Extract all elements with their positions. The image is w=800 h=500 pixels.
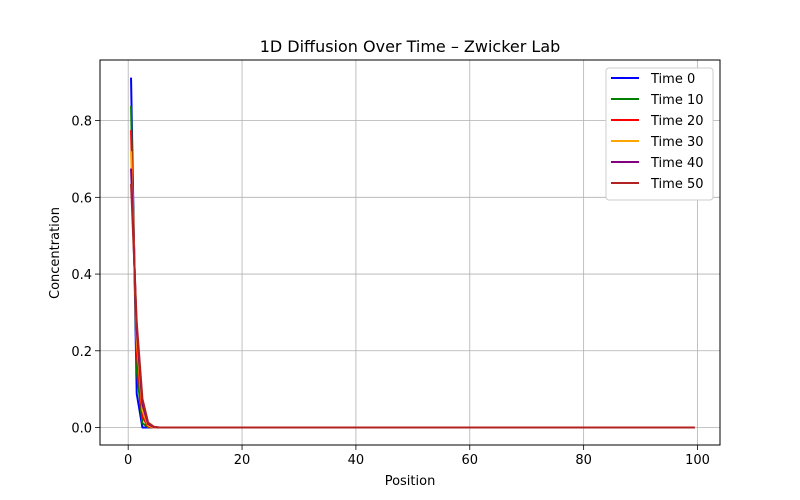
legend-label: Time 0 [650, 72, 695, 87]
y-tick-label: 0.4 [71, 268, 92, 283]
legend: Time 0 Time 10 Time 20 Time 30 Time 40 Time 5… [605, 67, 714, 201]
x-tick-label: 20 [234, 453, 251, 468]
legend-label: Time 30 [650, 135, 704, 150]
legend-label: Time 10 [650, 93, 704, 108]
x-tick-label: 80 [575, 453, 592, 468]
x-axis-label: Position [385, 474, 436, 489]
ticks: 0 20 40 60 80 100 0.0 0.2 0.4 0.6 0.8 [71, 115, 710, 468]
legend-label: Time 20 [650, 114, 704, 129]
x-tick-label: 40 [348, 453, 365, 468]
x-tick-label: 0 [124, 453, 132, 468]
x-tick-label: 100 [685, 453, 710, 468]
y-tick-label: 0.0 [71, 422, 92, 437]
y-tick-label: 0.8 [71, 115, 92, 130]
legend-box [605, 67, 714, 201]
plot-frame [99, 59, 721, 446]
legend-label: Time 40 [650, 156, 704, 171]
y-axis-label: Concentration [48, 207, 63, 299]
y-tick-label: 0.6 [71, 191, 92, 206]
series-lines [130, 77, 695, 429]
legend-label: Time 50 [650, 177, 704, 192]
chart-title: 1D Diffusion Over Time – Zwicker Lab [260, 37, 561, 56]
series-line [130, 183, 695, 429]
x-tick-label: 60 [462, 453, 479, 468]
y-tick-label: 0.2 [71, 345, 92, 360]
